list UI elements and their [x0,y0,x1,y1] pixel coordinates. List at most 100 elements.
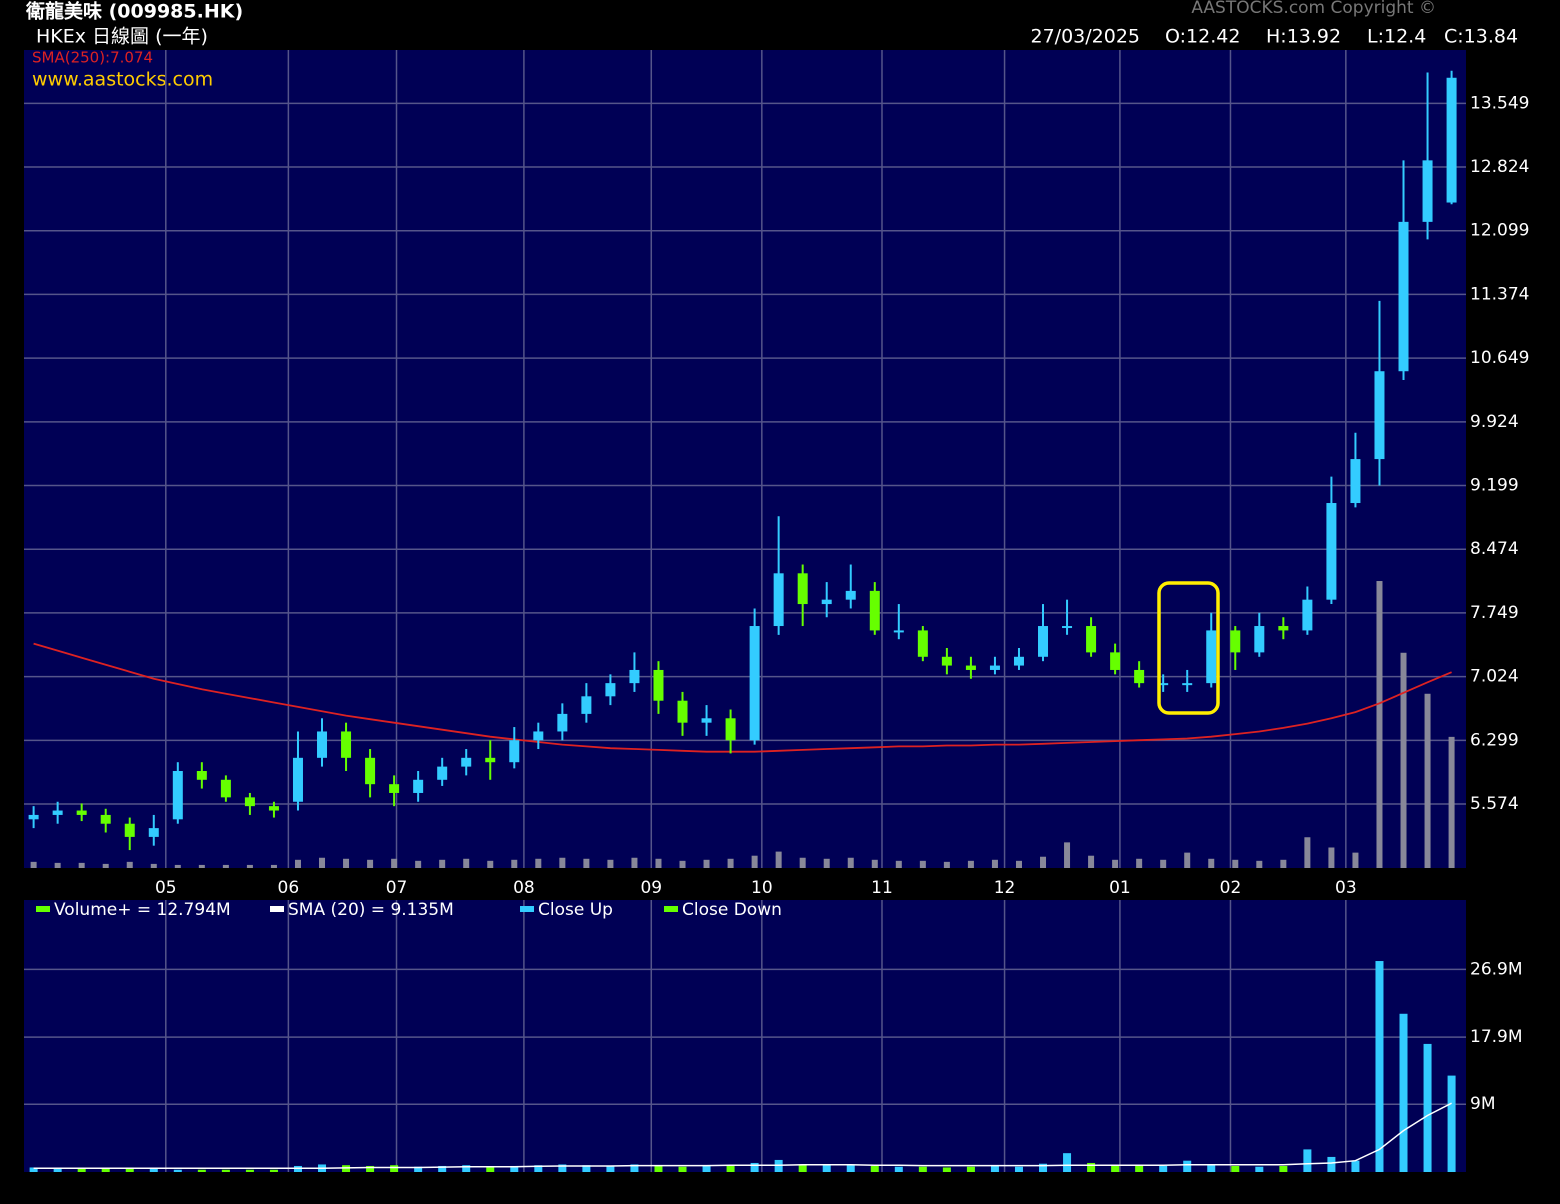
volume-overlay-bar [487,860,494,868]
candle-body [557,713,568,732]
volume-bar [414,1166,423,1172]
volume-overlay-bar [54,862,61,868]
candle-body [1278,626,1289,631]
candle-body [1254,626,1265,653]
volume-overlay-bar [847,857,854,868]
candle-body [893,630,904,633]
candle-body [1134,669,1145,684]
candle-body [341,731,352,758]
volume-overlay-bar [1184,852,1191,868]
volume-overlay-bar [343,858,350,868]
volume-overlay-bar [1400,652,1407,868]
volume-sma-line [33,1102,1452,1169]
volume-bar [462,1165,471,1172]
volume-bar [606,1165,615,1172]
legend-swatch [520,906,534,912]
volume-bar [558,1164,567,1172]
marks [28,70,1457,1172]
candle-body [172,770,183,820]
volume-overlay-bar [919,860,926,868]
quote-low: L:12.4 [1367,26,1426,48]
x-tick-label: 02 [1220,878,1242,898]
candle-body [533,731,544,741]
candle-body [1182,683,1193,686]
candle-body [821,599,832,605]
volume-bar [1447,1075,1456,1172]
legend: Volume+ = 12.794M SMA (20) = 9.135M Close … [36,900,782,920]
candle-body [100,814,111,824]
candle-body [1158,683,1169,686]
legend-swatch [664,906,678,912]
volume-overlay-bar [607,859,614,868]
candle-body [965,665,976,670]
volume-bar [942,1167,951,1172]
y-tick-label: 7.749 [1470,603,1519,623]
candle-body [196,770,207,780]
volume-overlay-bar [967,860,974,868]
volume-bar [534,1165,543,1172]
price-panel [24,50,1466,868]
highlight-box [1157,581,1220,715]
copyright: AASTOCKS.com Copyright © [1191,0,1436,18]
volume-bar [101,1168,110,1172]
legend-swatch [36,906,50,912]
y-tick-label: 12.099 [1470,221,1529,241]
candle-body [509,740,520,763]
volume-bar [438,1165,447,1172]
x-tick-label: 03 [1335,878,1357,898]
candle-body [244,797,255,807]
volume-bar [245,1169,254,1172]
volume-bar [1063,1153,1072,1172]
y-tick-label: 6.299 [1470,730,1519,750]
volume-bar [702,1165,711,1172]
volume-bar [774,1159,783,1172]
candle-body [365,757,376,785]
volume-overlay-bar [1040,856,1047,868]
volume-overlay-bar [1376,581,1383,868]
volume-overlay-bar [78,862,85,868]
volume-bar [822,1165,831,1172]
volume-bar [798,1164,807,1172]
quote-high: H:13.92 [1266,26,1341,48]
candle-body [317,731,328,758]
y-tick-label: 9M [1470,1094,1495,1114]
candle-body [461,757,472,767]
volume-bar [125,1167,134,1172]
volume-bar [1087,1162,1096,1172]
volume-overlay-bar [30,861,37,868]
volume-overlay-bar [222,864,229,868]
candle-body [148,828,159,837]
volume-overlay-bar [463,858,470,868]
volume-bar [77,1168,86,1172]
x-tick-label: 11 [871,878,893,898]
y-tick-label: 7.024 [1470,667,1519,687]
volume-overlay-bar [1424,693,1431,868]
volume-bar [1183,1160,1192,1172]
volume-bar [582,1165,591,1172]
candle-body [629,669,640,684]
candle-body [220,779,231,798]
y-tick-label: 13.549 [1470,93,1529,113]
date: 27/03/2025 [1030,26,1140,48]
y-tick-label: 10.649 [1470,348,1529,368]
volume-bar [1135,1165,1144,1172]
volume-overlay-bar [775,851,782,868]
x-tick-label: 06 [278,878,300,898]
volume-overlay-bar [367,859,374,868]
y-tick-label: 11.374 [1470,284,1529,304]
volume-bar [726,1165,735,1172]
quote-open: O:12.42 [1165,26,1240,48]
volume-overlay-bar [823,858,830,868]
candle-body [749,626,760,741]
volume-bar [1159,1165,1168,1172]
y-tick-label: 12.824 [1470,157,1529,177]
volume-overlay-bar [655,858,662,868]
candle-body [268,806,279,811]
volume-overlay-bar [535,858,542,868]
volume-overlay-bar [1352,852,1359,868]
candle-body [917,630,928,657]
volume-bar [870,1165,879,1172]
volume-overlay-bar [799,857,806,868]
